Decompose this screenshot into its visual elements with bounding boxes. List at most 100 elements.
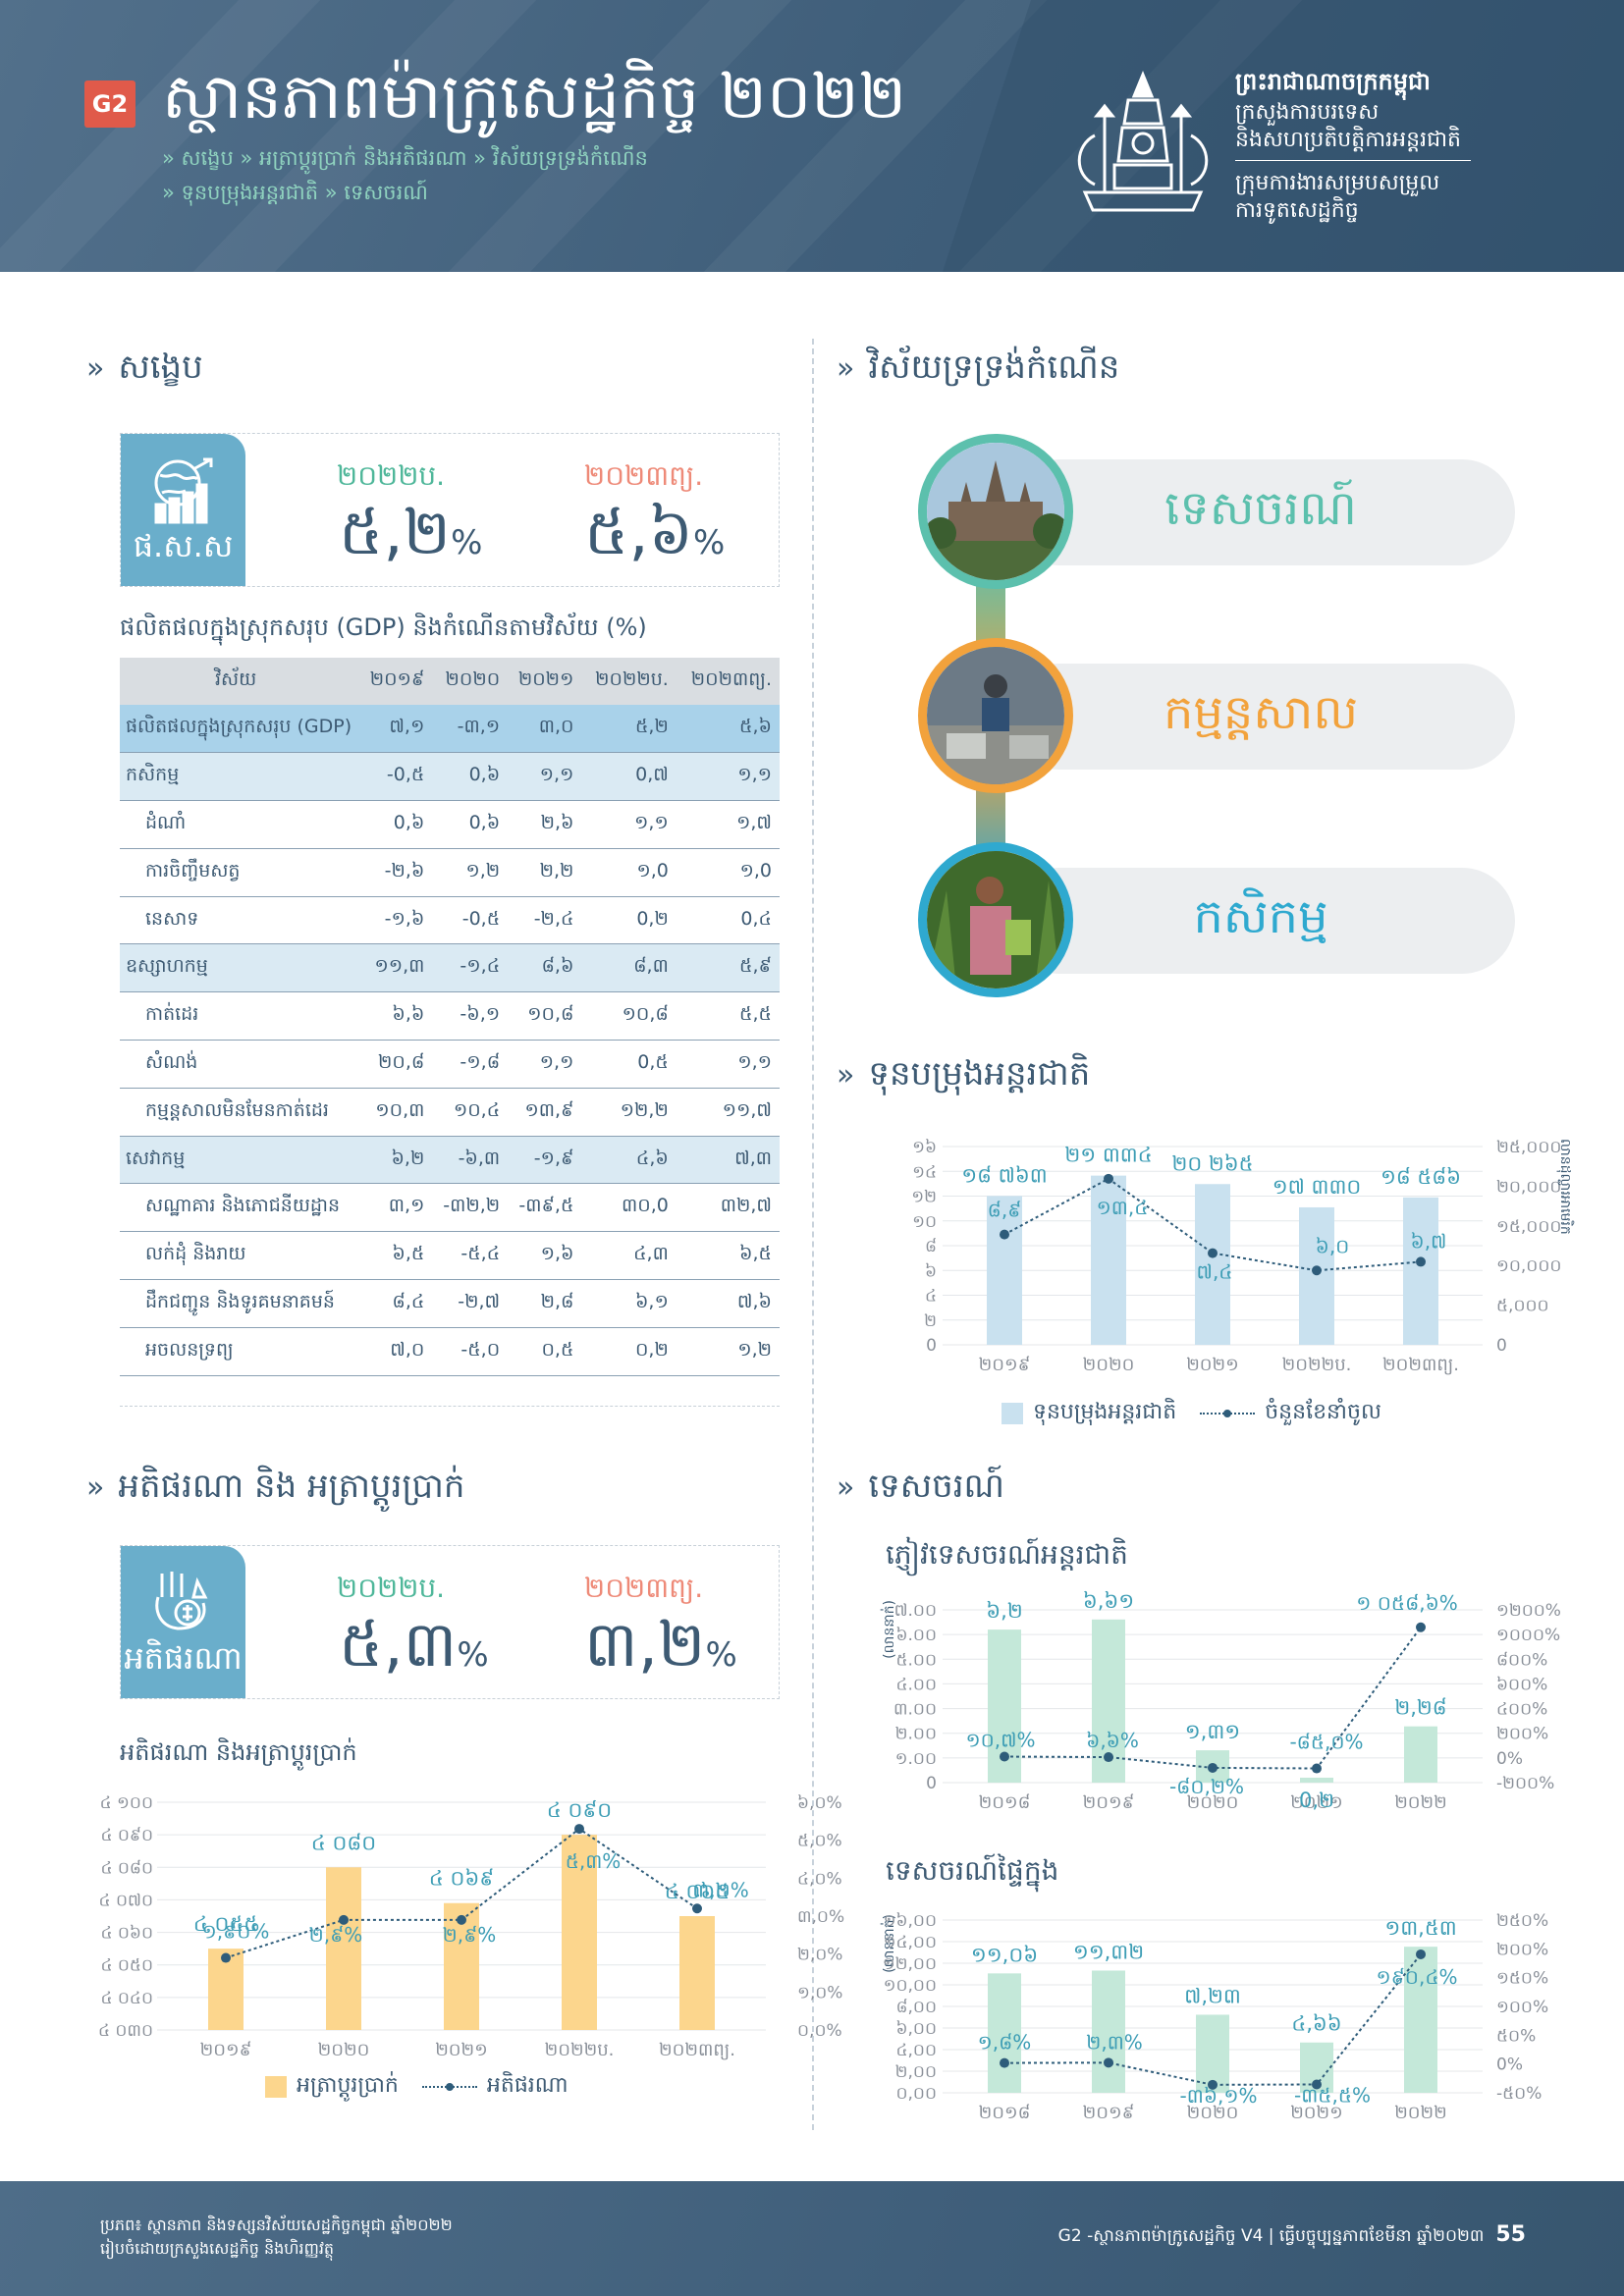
y-tick-label-left: ២.០០ xyxy=(895,1725,937,1744)
y-tick-label-left: ១២,០០ xyxy=(883,1954,937,1974)
y-tick-label-left: ៤ ០៩០ xyxy=(100,1826,153,1845)
row-label: លក់ដុំ និងរាយ xyxy=(120,1231,360,1281)
row-label: នេសាទ xyxy=(120,896,360,945)
bar xyxy=(1299,1206,1334,1345)
bar xyxy=(1403,1197,1438,1345)
line-value-label: ២,៩% xyxy=(443,1923,497,1947)
table-row: សណ្ឋាគារ និងភោជនីយដ្ឋាន ៣,១ -៣២,២ -៣៩,៥ ៣០,0… xyxy=(120,1183,780,1233)
table-cell: ១១,៣ xyxy=(359,943,433,993)
table-row: សេវាកម្ម ៦,២ -៦,៣ -១,៩ ៤,៦ ៧,៣ xyxy=(120,1136,780,1185)
table-cell: ១,១ xyxy=(676,752,780,802)
y-tick-label-left: ៤.០០ xyxy=(895,1675,937,1694)
y-tick-label-right: ៤០០% xyxy=(1496,1700,1547,1720)
line-value-label: ១៩០,៤% xyxy=(1377,1965,1458,1989)
x-tick-label: ២០១៩ xyxy=(1083,2103,1135,2123)
line-point xyxy=(1000,1229,1009,1240)
y-tick-label-right: ០,០% xyxy=(797,2021,842,2041)
bar xyxy=(1300,1777,1333,1783)
row-label: ដឹកជញ្ជូន និងទូរគមនាគមន៍ xyxy=(120,1279,360,1328)
x-tick-label: ២០១៩ xyxy=(1083,1792,1135,1813)
table-bottom-divider xyxy=(120,1406,780,1407)
gdp-table-caption: ផលិតផលក្នុងស្រុកសរុប (GDP) និងកំណើនតាមវិ… xyxy=(120,614,647,641)
line-value-label: ៦,៧ xyxy=(1411,1229,1447,1253)
column-header-year: ២០១៩ xyxy=(359,658,433,705)
y-tick-label-left: ១០,០០ xyxy=(884,1976,937,1996)
legend-swatch-exchange xyxy=(265,2076,287,2098)
line-point xyxy=(457,1914,466,1925)
table-cell: -៥,០ xyxy=(432,1327,509,1376)
y-tick-label-left: ៧.០០ xyxy=(894,1601,937,1621)
row-label: ផលិតផលក្នុងស្រុកសរុប (GDP) xyxy=(120,705,360,754)
row-label: កសិកម្ម xyxy=(120,752,360,802)
line-point xyxy=(339,1914,349,1925)
y-tick-label-right: ៥០% xyxy=(1496,2026,1536,2046)
bar xyxy=(987,1196,1022,1345)
y-tick-label-right: ៨០០% xyxy=(1496,1650,1547,1670)
table-cell: -៦,៣ xyxy=(432,1136,509,1185)
table-cell: ១,១ xyxy=(508,752,582,802)
sector-label-agriculture: កសិកម្ម xyxy=(1193,889,1328,944)
line-point xyxy=(1104,1173,1113,1184)
inflation-heading: » អតិផរណា និង អត្រាប្តូរប្រាក់ xyxy=(86,1467,465,1506)
table-cell: ២,២ xyxy=(508,848,582,897)
line-value-label: ២,៣% xyxy=(1086,2030,1143,2054)
table-cell: ០,៥ xyxy=(508,1327,582,1376)
table-cell: 0,៦ xyxy=(432,752,509,802)
line-value-label: -៨០,២% xyxy=(1169,1775,1244,1798)
table-cell: ១០,៣ xyxy=(359,1088,433,1137)
gdp-year-2022: ២០២២ប. xyxy=(337,459,446,492)
gdp-sector-table: វិស័យ ២០១៩ ២០២០ ២០២១ ២០២២ប. ២០២៣ព្យ. ផលិតផលក្… xyxy=(120,658,780,1376)
table-cell: ០,២ xyxy=(581,1327,677,1376)
line-value-label: ១,៨% xyxy=(978,2031,1032,2055)
chevron-right-icon: » xyxy=(86,351,105,386)
y-tick-label-right: ២៥០% xyxy=(1496,1911,1548,1931)
x-tick-label: ២០២២ប. xyxy=(545,2040,615,2060)
x-tick-label: ២០១៩ xyxy=(979,1355,1031,1375)
gdp-year-2023: ២០២៣ព្យ. xyxy=(584,459,704,492)
table-cell: ៧,៦ xyxy=(676,1279,780,1328)
inflation-kpi-label: អតិផរណា xyxy=(124,1639,243,1677)
y-tick-label-left: ៤ ០៧០ xyxy=(99,1891,153,1910)
table-cell: ៦,២ xyxy=(359,1136,433,1185)
row-label: សំណង់ xyxy=(120,1040,360,1089)
x-tick-label: ២០២២ប. xyxy=(1282,1355,1352,1375)
reserves-chart-legend: ទុនបម្រុងអន្តរជាតិ ចំនួនខែនាំចូល xyxy=(1001,1398,1381,1429)
bar-value-label: ១,៣១ xyxy=(1185,1720,1240,1743)
y-tick-label-right: ៤,០% xyxy=(797,1869,842,1889)
y-tick-label-right: ៣,០% xyxy=(797,1907,844,1927)
bar-value-label: ១១,០៦ xyxy=(971,1943,1038,1966)
table-cell: 0,៦ xyxy=(432,800,509,849)
table-cell: ៨,៦ xyxy=(508,943,582,993)
page-title: ស្ថានភាពម៉ាក្រូសេដ្ឋកិច្ច ២០២២ xyxy=(162,61,907,133)
y-tick-label-right: ១,០% xyxy=(797,1983,842,2002)
line-point xyxy=(1104,2057,1113,2068)
table-row: អចលនទ្រព្យ ៧,០ -៥,០ ០,៥ ០,២ ១,២ xyxy=(120,1327,780,1376)
column-header-sector: វិស័យ xyxy=(120,658,360,705)
x-tick-label: ២០១៨ xyxy=(979,2103,1031,2123)
y-tick-label-left: ៤ ០៥០ xyxy=(100,1956,153,1976)
header-stripes xyxy=(0,0,1624,272)
y-tick-label-left: ១៦,០០ xyxy=(884,1911,937,1931)
row-label: កម្មន្តសាលមិនមែនកាត់ដេរ xyxy=(120,1088,360,1137)
y-tick-label-left: 0 xyxy=(926,1336,937,1356)
bar-value-label: ៤ ០៦៥ xyxy=(665,1880,730,1903)
table-cell: ២,៨ xyxy=(508,1279,582,1328)
y-tick-label-right: ១០០% xyxy=(1496,1998,1548,2017)
bar-value-label: ៤ ០៩០ xyxy=(547,1798,612,1822)
reserves-heading: » ទុនបម្រុងអន្តរជាតិ xyxy=(837,1054,1091,1094)
line-value-label: ១,៩០% xyxy=(202,1920,270,1944)
y-tick-label-left: 0 xyxy=(926,1774,937,1793)
table-cell: ៦,៦ xyxy=(359,991,433,1041)
domestic-tourism-chart-title: ទេសចរណ៍ផ្ទៃក្នុង xyxy=(886,1854,1059,1887)
line-value-label: ៨,៩ xyxy=(988,1199,1022,1222)
table-cell: ៣២,៧ xyxy=(676,1183,780,1233)
legend-line-inflation xyxy=(421,2083,477,2091)
y-tick-label-left: ១២ xyxy=(911,1188,937,1207)
y-tick-label-right: 0% xyxy=(1496,1749,1523,1769)
bar-value-label: ៤ ០៦៩ xyxy=(429,1867,494,1891)
series-line xyxy=(1003,1177,1422,1272)
inflation-kpi-tab: អតិផរណា xyxy=(121,1546,245,1698)
table-cell: ៧,៣ xyxy=(676,1136,780,1185)
